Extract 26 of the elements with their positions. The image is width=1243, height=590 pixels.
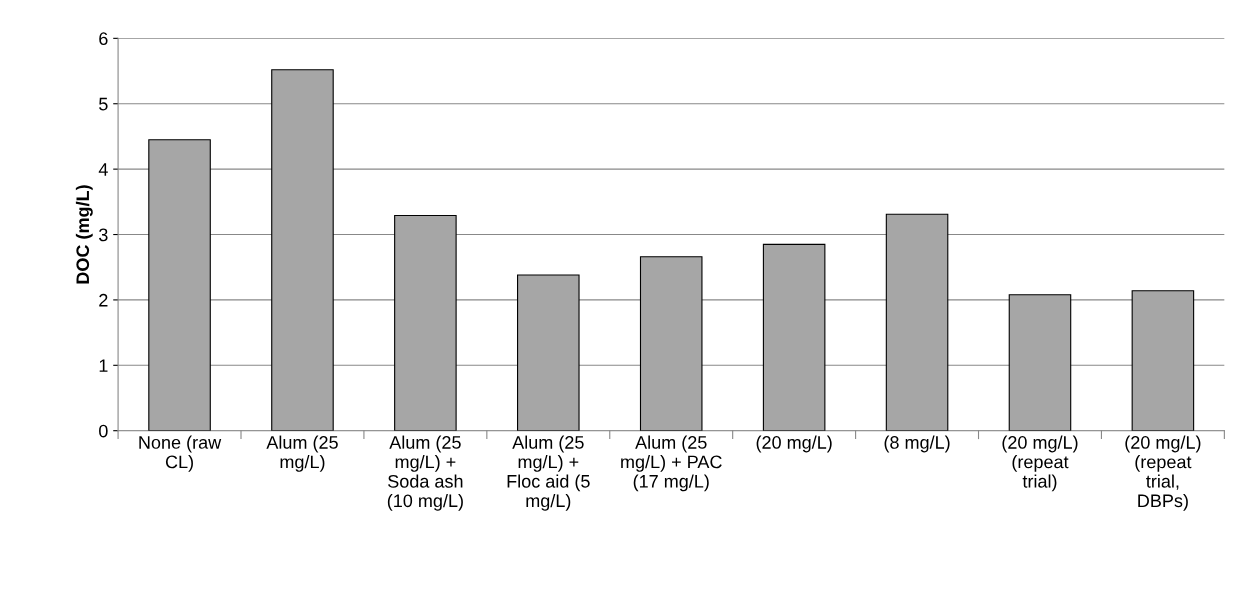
bar bbox=[1008, 294, 1072, 431]
x-tick-label: (20 mg/L) (repeat trial) bbox=[1002, 435, 1078, 492]
bar bbox=[517, 274, 580, 431]
bar bbox=[762, 243, 826, 431]
y-tick-label: 3 bbox=[99, 228, 108, 242]
x-tick-label: (20 mg/L) bbox=[756, 435, 832, 453]
x-tick-label: Alum (25 mg/L) + Floc aid (5 mg/L) bbox=[507, 435, 590, 511]
bar bbox=[271, 69, 334, 431]
y-tick-label: 1 bbox=[99, 359, 108, 372]
x-tick-label: None (raw CL) bbox=[139, 435, 222, 472]
bar bbox=[394, 215, 457, 431]
bar bbox=[885, 213, 949, 431]
x-tick-label: Alum (25 mg/L) + PAC (17 mg/L) bbox=[621, 435, 722, 492]
y-tick-label: 2 bbox=[99, 293, 108, 307]
bar bbox=[148, 139, 211, 431]
y-tick-label: 0 bbox=[99, 424, 108, 438]
y-tick-label: 5 bbox=[99, 97, 108, 111]
x-tick-label: Alum (25 mg/L) + Soda ash (10 mg/L) bbox=[387, 435, 463, 511]
y-tick-label: 6 bbox=[99, 32, 108, 46]
x-tick-label: (8 mg/L) bbox=[884, 435, 950, 453]
bar bbox=[1131, 290, 1195, 431]
bar bbox=[639, 256, 703, 431]
x-tick-label: (20 mg/L) (repeat trial, DBPs) bbox=[1125, 435, 1201, 511]
y-tick-label: 4 bbox=[98, 163, 108, 176]
x-tick-label: Alum (25 mg/L) bbox=[266, 435, 338, 472]
y-axis-title: DOC (mg/L) bbox=[75, 185, 93, 284]
